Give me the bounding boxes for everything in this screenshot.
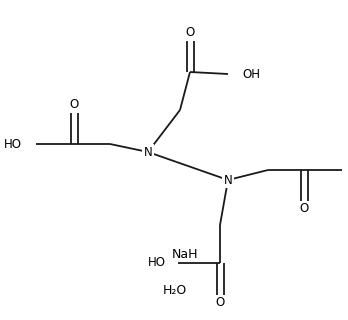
- Text: OH: OH: [242, 68, 260, 81]
- Text: HO: HO: [4, 138, 22, 150]
- Text: N: N: [224, 173, 232, 187]
- Text: N: N: [144, 146, 152, 158]
- Text: NaH: NaH: [172, 249, 198, 261]
- Text: O: O: [185, 27, 195, 39]
- Text: HO: HO: [148, 257, 166, 269]
- Text: O: O: [215, 297, 224, 309]
- Text: O: O: [69, 99, 79, 111]
- Text: O: O: [299, 203, 309, 215]
- Text: H₂O: H₂O: [163, 284, 187, 297]
